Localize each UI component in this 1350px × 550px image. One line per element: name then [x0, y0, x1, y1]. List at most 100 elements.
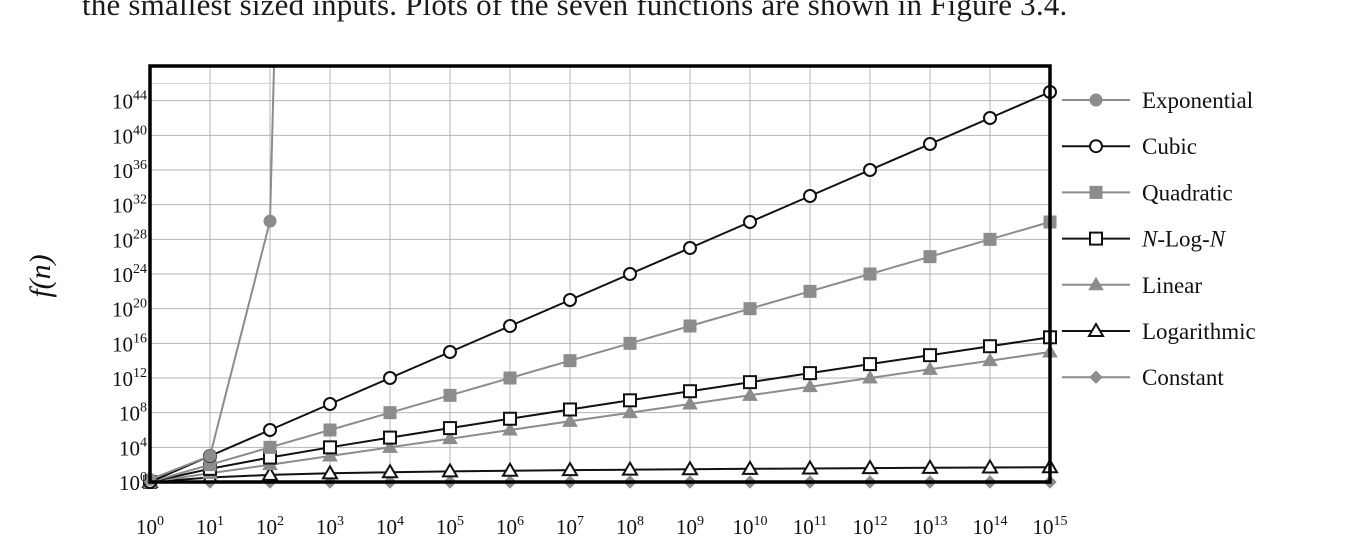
legend-item-constant: Constant	[1062, 365, 1224, 390]
legend-label: Linear	[1142, 273, 1202, 298]
data-point	[683, 319, 697, 333]
data-point	[443, 345, 457, 359]
data-point	[801, 459, 819, 475]
data-point	[321, 464, 339, 480]
x-tick-label: 1014	[973, 514, 1008, 539]
data-point	[623, 336, 637, 350]
x-tick-label: 106	[496, 514, 524, 539]
legend-label: Logarithmic	[1142, 319, 1256, 344]
plot-frame	[148, 64, 1052, 484]
data-point	[1089, 231, 1103, 246]
y-tick-label: 1012	[112, 366, 147, 391]
data-point	[622, 404, 638, 419]
data-point	[741, 459, 759, 475]
x-tick-label: 1011	[793, 514, 827, 539]
series-linear	[142, 344, 1058, 488]
data-point	[1088, 276, 1104, 291]
data-point	[1089, 185, 1103, 199]
y-tick-label: 104	[119, 435, 147, 460]
data-point	[863, 357, 877, 372]
data-point	[503, 371, 517, 385]
data-point	[263, 423, 277, 437]
data-point	[862, 370, 878, 384]
grid	[149, 66, 1051, 483]
data-point	[443, 421, 457, 436]
y-tick-label: 100	[119, 470, 147, 495]
data-point	[921, 458, 939, 474]
data-point	[983, 111, 997, 125]
data-point	[923, 137, 937, 151]
data-point	[443, 388, 457, 402]
document-text-line: the smallest sized inputs. Plots of the …	[82, 0, 1068, 22]
data-point	[923, 348, 937, 363]
legend-label: Constant	[1142, 365, 1224, 390]
data-point	[263, 440, 277, 454]
legend-item-exponential: Exponential	[1062, 88, 1253, 113]
data-point	[1087, 322, 1105, 337]
legend-item-logarithmic: Logarithmic	[1062, 319, 1256, 344]
data-point	[742, 387, 758, 401]
x-tick-labels: 100 101 102 103 104 105 106 107 108 109 1010 1011 10…	[136, 514, 1068, 539]
data-point	[803, 189, 817, 203]
data-point	[621, 460, 639, 476]
y-tick-label: 1040	[112, 123, 147, 148]
data-point	[383, 430, 397, 445]
x-tick-label: 1012	[853, 514, 888, 539]
x-tick-label: 109	[676, 514, 704, 539]
series-n-log-n	[143, 330, 1057, 489]
x-tick-label: 103	[316, 514, 344, 539]
y-tick-label: 1024	[112, 262, 147, 287]
x-tick-label: 1013	[913, 514, 948, 539]
legend-item-quadratic: Quadratic	[1062, 180, 1233, 205]
series-line	[149, 91, 1051, 483]
series-logarithmic	[141, 458, 1059, 488]
legend-label: Exponential	[1142, 88, 1253, 113]
y-tick-labels: 100 104 108 1012 1016 1020 1024 1028 1032 1036 104…	[112, 89, 147, 495]
y-tick-label: 1028	[112, 227, 147, 252]
data-point	[922, 361, 938, 375]
y-tick-label: 1020	[112, 297, 147, 322]
data-point	[682, 396, 698, 410]
y-tick-label: 1036	[112, 158, 147, 183]
data-point	[1089, 93, 1103, 107]
data-point	[501, 461, 519, 477]
legend-label: Quadratic	[1142, 180, 1233, 205]
x-tick-label: 104	[376, 514, 404, 539]
x-tick-label: 108	[616, 514, 644, 539]
series-line	[149, 65, 275, 481]
legend-item-cubic: Cubic	[1062, 134, 1197, 159]
data-point	[923, 250, 937, 264]
x-tick-label: 107	[556, 514, 584, 539]
data-point	[503, 319, 517, 333]
y-tick-label: 1016	[112, 331, 147, 356]
data-point	[683, 241, 697, 255]
data-point	[861, 459, 879, 475]
data-point	[983, 232, 997, 246]
data-point	[1089, 370, 1103, 384]
x-tick-label: 100	[136, 514, 164, 539]
data-point	[561, 461, 579, 477]
data-point	[563, 402, 577, 417]
data-point	[323, 423, 337, 437]
data-point	[563, 354, 577, 368]
data-point	[322, 448, 338, 462]
data-point	[802, 378, 818, 393]
data-point	[863, 163, 877, 177]
x-tick-label: 105	[436, 514, 464, 539]
data-point	[743, 302, 757, 316]
data-point	[502, 422, 518, 436]
data-point	[382, 439, 398, 453]
x-tick-label: 101	[196, 514, 224, 539]
data-point	[983, 339, 997, 354]
data-point	[681, 460, 699, 476]
y-tick-label: 1032	[112, 193, 147, 218]
data-point	[562, 413, 578, 427]
data-point	[261, 465, 279, 481]
data-point	[863, 267, 877, 281]
legend-item-linear: Linear	[1062, 273, 1202, 298]
data-point	[743, 375, 757, 390]
data-point	[981, 458, 999, 474]
series-line	[149, 221, 1051, 483]
data-point	[383, 406, 397, 420]
